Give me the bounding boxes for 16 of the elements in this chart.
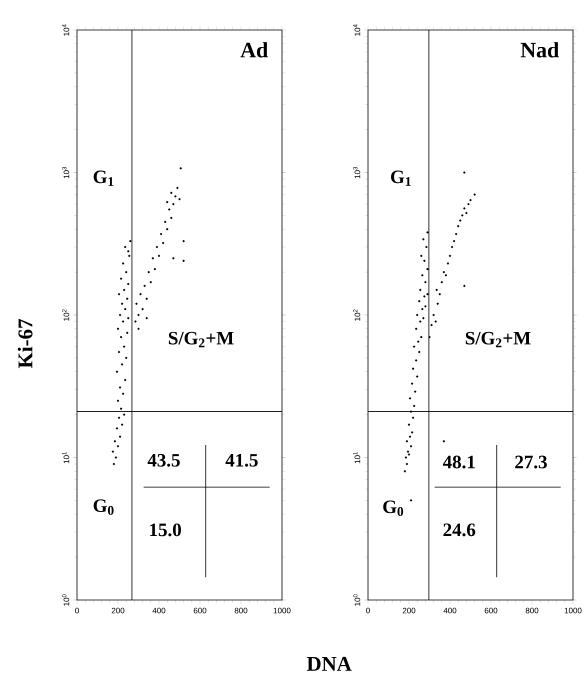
annotation: S/G$_{2}$+M [466,332,531,348]
annotation: G$_{0}$ [383,500,404,516]
annotation: 43.5 [148,454,180,467]
annotation: 41.5 [226,454,258,467]
annotation: G$_{1}$ [391,170,411,186]
annotation: G$_{0}$ [94,499,114,515]
annotation: G$_{1}$ [94,170,114,186]
annotation: 27.3 [515,456,547,468]
chart-title: Ad [240,42,268,58]
annotation: 15.0 [150,523,181,536]
annotation: 24.6 [443,523,476,536]
y-axis-title: Ki-67 [18,319,32,368]
x-axis-title: DNA [306,656,352,671]
annotation: 48.1 [442,456,475,468]
annotation: S/G$_{2}$+M [168,332,234,348]
chart-title: Nad [520,42,559,58]
